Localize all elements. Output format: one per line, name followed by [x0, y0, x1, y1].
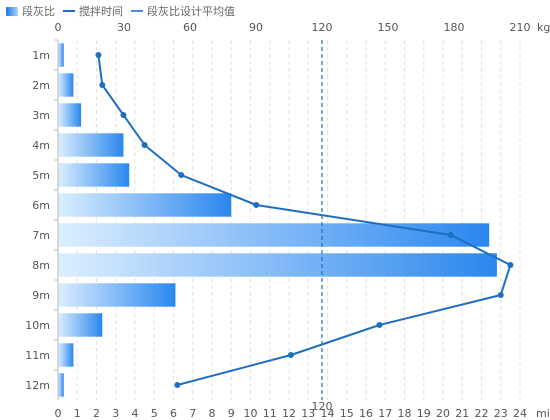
grid-layer: [57, 40, 521, 400]
bar-9m: [58, 283, 176, 307]
bar-2m: [58, 73, 74, 97]
y-tick-label: 10m: [25, 319, 50, 332]
legend-label-mixing-time: 搅拌时间: [79, 5, 123, 18]
bottom-tick-label: 20: [436, 407, 450, 420]
bar-4m: [58, 133, 124, 157]
bar-12m: [58, 373, 64, 397]
top-tick-label: 120: [312, 21, 333, 34]
bar-7m: [58, 223, 490, 247]
bottom-tick-label: 12: [282, 407, 296, 420]
bottom-tick-label: 11: [263, 407, 277, 420]
point-mixing-time-4m: [141, 142, 148, 148]
legend-label-design-average: 段灰比设计平均值: [147, 5, 235, 18]
reference-line-label: 120: [312, 400, 333, 413]
y-tick-label: 1m: [32, 49, 50, 62]
bar-8m: [58, 253, 497, 277]
bottom-tick-label: 17: [378, 407, 392, 420]
top-tick-label: 60: [183, 21, 197, 34]
top-axis-unit: kg: [537, 21, 550, 34]
bottom-tick-label: 5: [151, 407, 158, 420]
bar-11m: [58, 343, 74, 367]
y-tick-label: 5m: [32, 169, 50, 182]
line-mixing-time: [97, 54, 512, 386]
point-mixing-time-5m: [178, 172, 185, 178]
bottom-tick-label: 23: [494, 407, 508, 420]
top-tick-label: 150: [378, 21, 399, 34]
line-layer: [95, 52, 514, 388]
legend-line-swatch: [131, 10, 143, 12]
bottom-tick-label: 14: [321, 407, 335, 420]
legend-line-swatch: [63, 10, 75, 12]
bottom-tick-label: 10: [244, 407, 258, 420]
y-tick-label: 9m: [32, 289, 50, 302]
point-mixing-time-2m: [99, 82, 106, 88]
bottom-tick-label: 21: [455, 407, 469, 420]
y-tick-label: 3m: [32, 109, 50, 122]
bar-5m: [58, 163, 130, 187]
bottom-axis-unit: mi: [536, 407, 550, 420]
bottom-tick-label: 0: [55, 407, 62, 420]
bottom-tick-label: 18: [398, 407, 412, 420]
chart-legend: 段灰比 搅拌时间 段灰比设计平均值: [6, 2, 243, 20]
bar-6m: [58, 193, 232, 217]
legend-item-ratio[interactable]: 段灰比: [6, 3, 55, 19]
bottom-tick-label: 13: [301, 407, 315, 420]
reference-line-layer: 120: [312, 40, 333, 413]
bar-3m: [58, 103, 82, 127]
bottom-tick-label: 15: [340, 407, 354, 420]
point-mixing-time-11m: [287, 352, 294, 358]
bottom-tick-label: 24: [513, 407, 527, 420]
legend-item-mixing-time[interactable]: 搅拌时间: [63, 3, 123, 19]
point-mixing-time-1m: [95, 52, 102, 58]
bottom-tick-label: 2: [93, 407, 100, 420]
bottom-tick-label: 3: [112, 407, 119, 420]
y-tick-label: 11m: [25, 349, 50, 362]
y-tick-label: 7m: [32, 229, 50, 242]
bottom-tick-label: 22: [475, 407, 489, 420]
bottom-tick-label: 8: [209, 407, 216, 420]
point-mixing-time-3m: [120, 112, 127, 118]
top-tick-label: 210: [510, 21, 531, 34]
point-mixing-time-9m: [497, 292, 504, 298]
bottom-tick-label: 6: [170, 407, 177, 420]
point-mixing-time-8m: [507, 262, 514, 268]
top-tick-label: 180: [444, 21, 465, 34]
bottom-tick-label: 19: [417, 407, 431, 420]
top-tick-label: 90: [249, 21, 263, 34]
y-tick-label: 4m: [32, 139, 50, 152]
legend-bar-swatch: [6, 6, 18, 16]
y-tick-label: 2m: [32, 79, 50, 92]
y-tick-label: 6m: [32, 199, 50, 212]
y-tick-label: 12m: [25, 379, 50, 392]
legend-label-ratio: 段灰比: [22, 5, 55, 18]
top-tick-label: 30: [117, 21, 131, 34]
bar-10m: [58, 313, 103, 337]
point-mixing-time-10m: [376, 322, 383, 328]
point-mixing-time-7m: [447, 232, 454, 238]
top-tick-label: 0: [55, 21, 62, 34]
legend-item-design-average[interactable]: 段灰比设计平均值: [131, 3, 235, 19]
y-tick-label: 8m: [32, 259, 50, 272]
bottom-tick-label: 1: [74, 407, 81, 420]
bottom-tick-label: 16: [359, 407, 373, 420]
bottom-tick-label: 9: [228, 407, 235, 420]
point-mixing-time-6m: [253, 202, 260, 208]
bar-layer: [58, 43, 497, 397]
bar-1m: [58, 43, 64, 67]
bottom-tick-label: 4: [132, 407, 139, 420]
point-mixing-time-12m: [174, 382, 181, 388]
bottom-tick-label: 7: [189, 407, 196, 420]
